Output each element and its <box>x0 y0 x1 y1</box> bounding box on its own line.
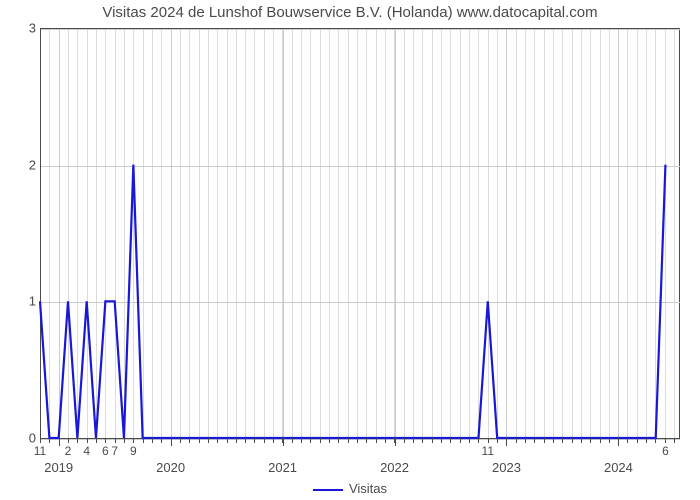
x-tick-minor <box>310 438 311 443</box>
x-tick-minor <box>413 438 414 443</box>
x-tick-minor <box>404 438 405 443</box>
x-tick-minor <box>264 438 265 443</box>
x-tick-minor <box>572 438 573 443</box>
x-tick-minor <box>236 438 237 443</box>
x-tick-minor <box>329 438 330 443</box>
x-tick-minor <box>674 438 675 443</box>
x-tick-month-label: 11 <box>482 444 494 458</box>
legend: Visitas <box>0 481 700 496</box>
x-tick-month-label: 4 <box>83 444 90 458</box>
x-tick-year-label: 2023 <box>492 460 521 475</box>
x-tick-minor <box>273 438 274 443</box>
x-tick-minor <box>87 438 88 443</box>
x-tick-minor <box>49 438 50 443</box>
x-tick-minor <box>469 438 470 443</box>
x-tick-month-label: 9 <box>130 444 137 458</box>
x-tick-minor <box>77 438 78 443</box>
y-tick-label: 3 <box>20 21 36 36</box>
x-tick-minor <box>590 438 591 443</box>
x-tick-minor <box>655 438 656 443</box>
x-tick-minor <box>432 438 433 443</box>
x-tick-minor <box>665 438 666 443</box>
line-series-svg <box>40 28 680 438</box>
x-tick-minor <box>171 438 172 443</box>
x-tick-minor <box>544 438 545 443</box>
x-tick-month-label: 6 <box>102 444 109 458</box>
x-tick-minor <box>189 438 190 443</box>
x-tick-minor <box>581 438 582 443</box>
x-tick-minor <box>227 438 228 443</box>
x-tick-minor <box>488 438 489 443</box>
x-tick-minor <box>637 438 638 443</box>
legend-swatch <box>313 489 343 491</box>
x-tick-minor <box>553 438 554 443</box>
x-tick-minor <box>115 438 116 443</box>
x-tick-year-label: 2019 <box>44 460 73 475</box>
x-tick-minor <box>245 438 246 443</box>
x-tick-minor <box>348 438 349 443</box>
x-tick-minor <box>376 438 377 443</box>
x-tick-minor <box>59 438 60 443</box>
x-tick-minor <box>105 438 106 443</box>
x-tick-minor <box>627 438 628 443</box>
x-tick-minor <box>357 438 358 443</box>
x-tick-minor <box>320 438 321 443</box>
x-tick-minor <box>40 438 41 443</box>
x-tick-minor <box>180 438 181 443</box>
x-tick-minor <box>199 438 200 443</box>
x-tick-year-label: 2024 <box>604 460 633 475</box>
x-tick-minor <box>600 438 601 443</box>
x-tick-minor <box>441 438 442 443</box>
x-tick-minor <box>161 438 162 443</box>
x-tick-minor <box>254 438 255 443</box>
x-tick-year-label: 2022 <box>380 460 409 475</box>
y-tick-label: 2 <box>20 157 36 172</box>
x-tick-minor <box>292 438 293 443</box>
x-tick-minor <box>422 438 423 443</box>
x-tick-month-label: 2 <box>65 444 72 458</box>
x-tick-minor <box>506 438 507 443</box>
x-tick-minor <box>516 438 517 443</box>
y-tick-label: 1 <box>20 294 36 309</box>
x-tick-minor <box>208 438 209 443</box>
x-tick-minor <box>152 438 153 443</box>
x-tick-minor <box>133 438 134 443</box>
x-tick-minor <box>385 438 386 443</box>
x-tick-minor <box>217 438 218 443</box>
x-tick-minor <box>301 438 302 443</box>
chart-title: Visitas 2024 de Lunshof Bouwservice B.V.… <box>0 4 700 21</box>
x-tick-minor <box>394 438 395 443</box>
x-tick-minor <box>338 438 339 443</box>
x-tick-minor <box>525 438 526 443</box>
legend-label: Visitas <box>349 481 387 496</box>
x-tick-minor <box>366 438 367 443</box>
x-tick-minor <box>609 438 610 443</box>
chart-container: Visitas 2024 de Lunshof Bouwservice B.V.… <box>0 0 700 500</box>
x-tick-year-label: 2021 <box>268 460 297 475</box>
x-tick-minor <box>618 438 619 443</box>
x-tick-month-label: 11 <box>34 444 46 458</box>
grid-horizontal <box>40 439 680 440</box>
x-tick-minor <box>96 438 97 443</box>
x-tick-minor <box>497 438 498 443</box>
x-tick-minor <box>124 438 125 443</box>
x-tick-minor <box>562 438 563 443</box>
x-tick-minor <box>478 438 479 443</box>
x-tick-minor <box>143 438 144 443</box>
x-tick-minor <box>646 438 647 443</box>
x-tick-month-label: 6 <box>662 444 669 458</box>
x-tick-month-label: 7 <box>111 444 118 458</box>
x-tick-minor <box>282 438 283 443</box>
x-tick-year-label: 2020 <box>156 460 185 475</box>
line-series <box>40 165 665 438</box>
x-tick-minor <box>450 438 451 443</box>
x-tick-minor <box>534 438 535 443</box>
x-tick-minor <box>68 438 69 443</box>
x-tick-minor <box>460 438 461 443</box>
